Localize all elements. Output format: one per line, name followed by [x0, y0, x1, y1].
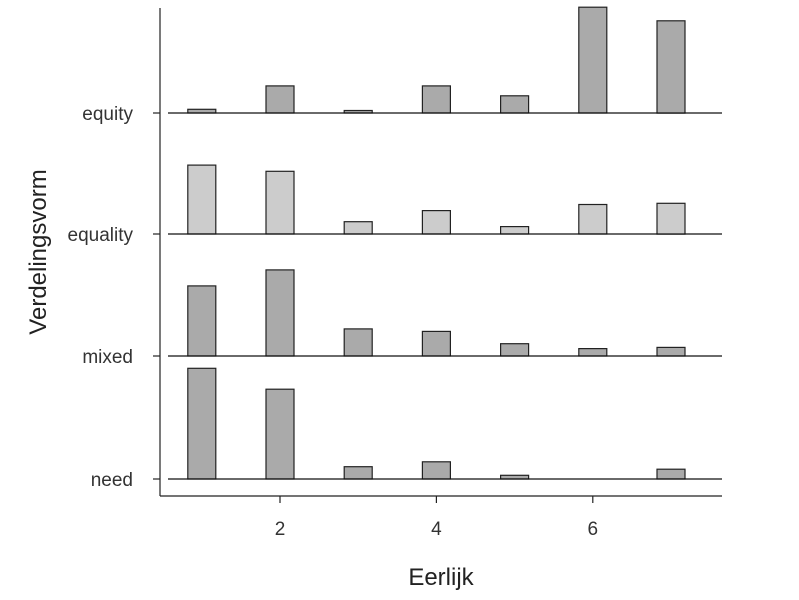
x-ticks: 2 4 6 — [275, 496, 598, 540]
bar-equality-7 — [656, 202, 686, 235]
bar-mixed-4 — [421, 330, 451, 357]
bar-equity-7 — [656, 20, 686, 114]
bar-need-3 — [343, 466, 373, 480]
axes — [159, 8, 722, 497]
bar-mixed-1 — [187, 285, 217, 357]
ridges — [168, 6, 722, 480]
ridge-need — [168, 367, 722, 480]
bar-equality-3 — [343, 221, 373, 235]
bar-equity-4 — [421, 85, 451, 114]
bar-mixed-7 — [656, 346, 686, 357]
bar-mixed-2 — [265, 269, 295, 357]
y-tick-label-need: need — [91, 470, 133, 491]
y-axis-title: Verdelingsvorm — [25, 169, 52, 334]
y-tick-label-mixed: mixed — [82, 347, 133, 368]
bar-mixed-5 — [500, 343, 530, 357]
x-axis-title: Eerlijk — [408, 564, 474, 591]
ridge-mixed — [168, 269, 722, 357]
bar-equality-6 — [578, 203, 608, 235]
bar-equality-4 — [421, 210, 451, 235]
x-tick-label-6: 6 — [588, 519, 599, 540]
bar-equity-2 — [265, 85, 295, 114]
bar-need-7 — [656, 468, 686, 480]
bar-equity-5 — [500, 95, 530, 114]
y-ticks: need mixed equality equity — [68, 104, 160, 491]
bar-mixed-6 — [578, 348, 608, 357]
x-tick-label-4: 4 — [431, 519, 442, 540]
y-tick-label-equity: equity — [82, 104, 133, 125]
bar-equity-6 — [578, 6, 608, 114]
bar-equality-2 — [265, 170, 295, 235]
bar-mixed-3 — [343, 328, 373, 357]
bar-need-4 — [421, 461, 451, 480]
y-tick-label-equality: equality — [68, 225, 134, 246]
bar-need-2 — [265, 388, 295, 480]
x-tick-label-2: 2 — [275, 519, 286, 540]
bar-equality-5 — [500, 226, 530, 235]
bar-need-1 — [187, 367, 217, 480]
bar-equality-1 — [187, 164, 217, 235]
ridge-equality — [168, 164, 722, 235]
ridge-equity — [168, 6, 722, 114]
